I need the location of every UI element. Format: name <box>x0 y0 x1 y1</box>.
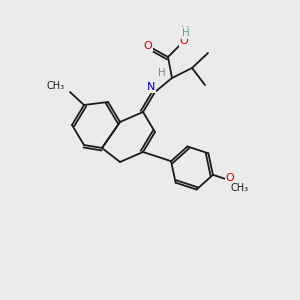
Text: O: O <box>180 36 188 46</box>
Text: H: H <box>182 28 190 38</box>
Text: O: O <box>226 173 235 183</box>
Text: O: O <box>144 41 152 51</box>
Text: CH₃: CH₃ <box>230 182 249 193</box>
Text: H: H <box>158 68 166 78</box>
Text: N: N <box>147 82 155 92</box>
Text: H: H <box>181 26 189 36</box>
Text: CH₃: CH₃ <box>47 81 65 91</box>
